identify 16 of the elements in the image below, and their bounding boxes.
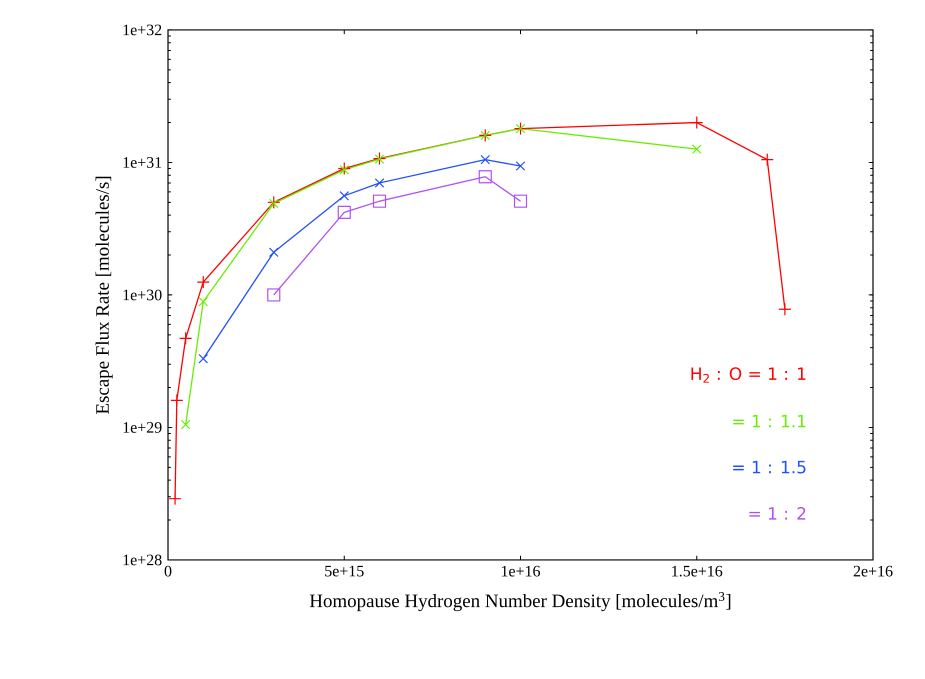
y-tick-label: 1e+28 xyxy=(124,554,162,566)
y-tick-label: 1e+32 xyxy=(124,24,162,36)
x-tick-label: 0 xyxy=(164,566,172,577)
x-axis-title: Homopause Hydrogen Number Density [molecules/m$^{3}$] xyxy=(310,592,730,612)
text: = 1 : 2 xyxy=(749,507,806,520)
x-tick-label: 1.5e+16 xyxy=(672,566,722,577)
y-tick-label: 1e+31 xyxy=(124,157,162,168)
y-axis-title: Escape Flux Rate [molecules/s] xyxy=(96,176,113,414)
x-tick-label: 1e+16 xyxy=(502,566,540,576)
y-tick-label: 1e+29 xyxy=(124,422,162,433)
x-tick-label: 2e+16 xyxy=(854,566,893,576)
text: H$_{2}$ : O = 1 : 1 xyxy=(691,367,806,383)
x-tick-label: 5e+15 xyxy=(325,566,364,576)
text: = 1 : 1.5 xyxy=(733,460,806,474)
y-tick-label: 1e+30 xyxy=(124,290,162,300)
text: = 1 : 1.1 xyxy=(733,414,806,428)
